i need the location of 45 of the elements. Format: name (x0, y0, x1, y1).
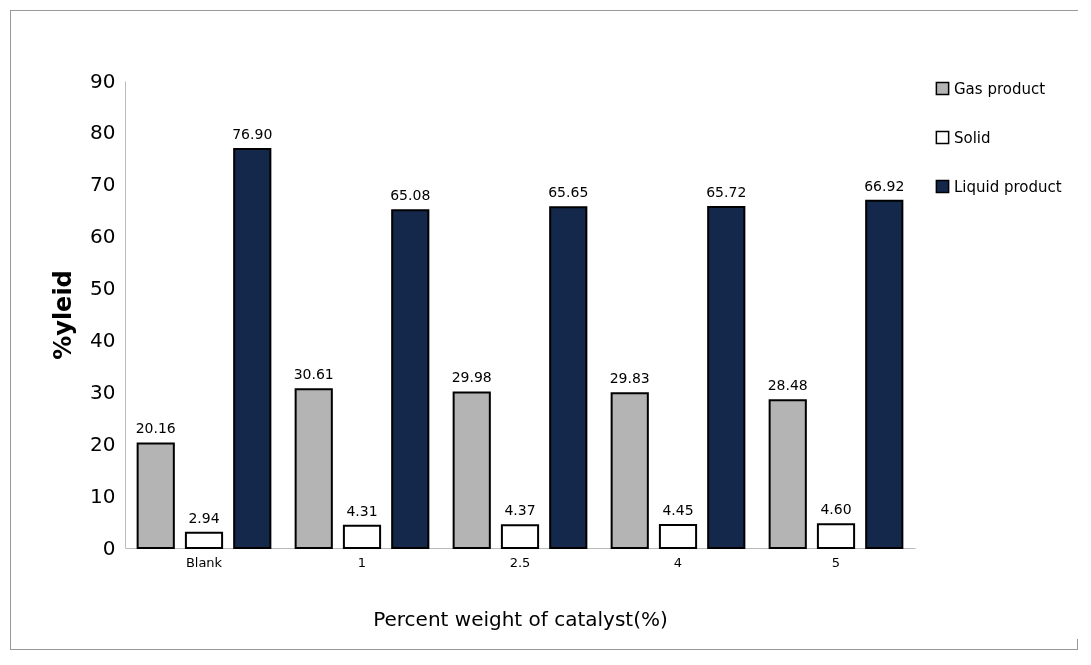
data-label: 4.31 (346, 502, 378, 519)
data-label: 66.92 (864, 177, 905, 194)
data-label: 4.37 (504, 502, 536, 519)
y-tick-label: 50 (90, 276, 116, 301)
data-label: 4.60 (820, 501, 852, 518)
x-tick-label: 1 (357, 554, 367, 570)
x-tick-label: 4 (673, 554, 683, 570)
y-tick-label: 40 (90, 327, 116, 352)
bar (233, 147, 272, 549)
y-tick-label: 80 (90, 120, 116, 145)
data-label: 76.90 (232, 125, 273, 142)
y-tick-label: 20 (90, 431, 116, 456)
data-label: 29.83 (609, 370, 650, 387)
y-tick-label: 10 (90, 483, 116, 508)
y-tick-label: 0 (102, 535, 116, 560)
y-tick-label: 60 (90, 224, 116, 249)
bar (816, 523, 856, 549)
data-label: 20.16 (135, 420, 176, 437)
y-tick-label: 30 (90, 379, 116, 404)
x-tick-label: Blank (185, 554, 223, 570)
data-label: 65.08 (390, 187, 431, 204)
y-tick-label: 90 (90, 68, 116, 93)
data-label: 4.45 (662, 501, 694, 518)
x-tick-label: 5 (831, 554, 841, 570)
legend-label: Solid (954, 128, 991, 147)
bar (342, 524, 382, 549)
data-label: 2.94 (188, 509, 220, 526)
bar (549, 206, 588, 549)
data-label: 30.61 (293, 366, 334, 383)
x-tick-label: 2.5 (509, 554, 531, 570)
bar (707, 205, 746, 549)
data-label: 65.72 (706, 183, 747, 200)
bar (658, 523, 698, 549)
x-axis-title: Percent weight of catalyst(%) (373, 606, 668, 631)
data-label: 28.48 (767, 377, 808, 394)
bar (500, 524, 540, 549)
bar (391, 209, 430, 549)
bar (184, 531, 224, 549)
legend-label: Gas product (954, 79, 1046, 98)
legend-label: Liquid product (954, 177, 1062, 196)
bar (865, 199, 904, 549)
data-label: 29.98 (451, 369, 492, 386)
y-tick-label: 70 (90, 172, 116, 197)
y-axis-title: %yleid (49, 270, 78, 360)
data-label: 65.65 (548, 184, 589, 201)
